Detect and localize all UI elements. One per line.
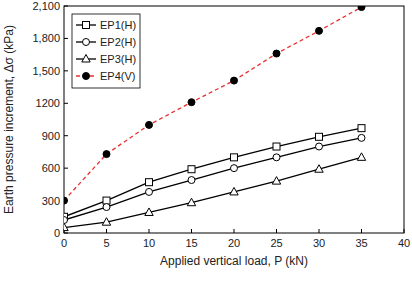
y-tick-label: 900: [42, 130, 60, 142]
legend-label: EP3(H): [100, 53, 136, 65]
x-tick-label: 35: [355, 237, 367, 249]
point: [188, 177, 195, 184]
x-tick-label: 0: [61, 237, 67, 249]
y-tick: [64, 6, 68, 7]
point: [231, 77, 238, 84]
y-axis-label: Earth pressure increment, Δσ (kPa): [2, 25, 16, 214]
point: [358, 6, 365, 11]
y-tick: [64, 233, 68, 234]
y-tick-label: 1200: [36, 97, 60, 109]
x-tick: [106, 229, 107, 233]
x-tick-label: 15: [185, 237, 197, 249]
point: [230, 187, 238, 195]
plot-frame: [64, 6, 404, 233]
point: [64, 197, 68, 204]
y-tick-label: 2,100: [32, 0, 60, 12]
x-tick: [234, 229, 235, 233]
point: [188, 99, 195, 106]
y-tick: [64, 38, 68, 39]
y-tick: [64, 168, 68, 169]
point: [315, 165, 323, 173]
plot-area: [64, 6, 366, 231]
legend-label: EP4(V): [100, 70, 135, 82]
x-tick: [361, 229, 362, 233]
legend-box: [72, 14, 140, 88]
point: [103, 204, 110, 211]
x-tick-label: 25: [270, 237, 282, 249]
y-tick: [64, 135, 68, 136]
legend: EP1(H) EP2(H) EP3(H) EP4(V): [72, 14, 140, 88]
legend-marker: [82, 55, 90, 63]
x-tick: [404, 229, 405, 233]
y-tick-label: 300: [42, 195, 60, 207]
point: [273, 50, 280, 57]
point: [146, 179, 153, 186]
x-tick-label: 30: [313, 237, 325, 249]
point: [145, 208, 153, 216]
point: [357, 153, 365, 161]
y-tick-label: 0: [54, 227, 60, 239]
y-tick-label: 1,500: [32, 65, 60, 77]
point: [103, 197, 110, 204]
legend-marker: [83, 39, 90, 46]
point: [188, 166, 195, 173]
point: [358, 125, 365, 132]
point: [231, 165, 238, 172]
x-axis-label: Applied vertical load, P (kN): [160, 254, 308, 268]
y-tick-label: 1,800: [32, 32, 60, 44]
legend-label: EP2(H): [100, 36, 136, 48]
point: [146, 121, 153, 128]
point: [316, 27, 323, 34]
point: [64, 217, 68, 224]
series-line: [64, 138, 362, 220]
point: [64, 223, 68, 231]
point: [187, 198, 195, 206]
series-line: [64, 128, 362, 217]
x-tick-label: 10: [143, 237, 155, 249]
x-tick: [191, 229, 192, 233]
x-tick-label: 5: [103, 237, 109, 249]
y-tick-label: 600: [42, 162, 60, 174]
y-tick: [64, 103, 68, 104]
point: [231, 154, 238, 161]
point: [273, 154, 280, 161]
point: [102, 218, 110, 226]
x-tick: [149, 229, 150, 233]
point: [316, 133, 323, 140]
point: [316, 143, 323, 150]
y-tick: [64, 70, 68, 71]
x-tick: [319, 229, 320, 233]
point: [103, 151, 110, 158]
series-line: [64, 7, 362, 200]
legend-label: EP1(H): [100, 19, 136, 31]
x-tick-label: 20: [228, 237, 240, 249]
point: [272, 177, 280, 185]
point: [358, 134, 365, 141]
legend-marker: [83, 73, 90, 80]
x-tick: [276, 229, 277, 233]
legend-marker: [83, 22, 90, 29]
point: [146, 188, 153, 195]
x-tick-label: 40: [398, 237, 410, 249]
point: [273, 143, 280, 150]
series-line: [64, 157, 362, 227]
chart: 0 300 600 900 1200 1,500 1,800 2,100 0 5 10 15 20 25 3…: [0, 0, 412, 282]
